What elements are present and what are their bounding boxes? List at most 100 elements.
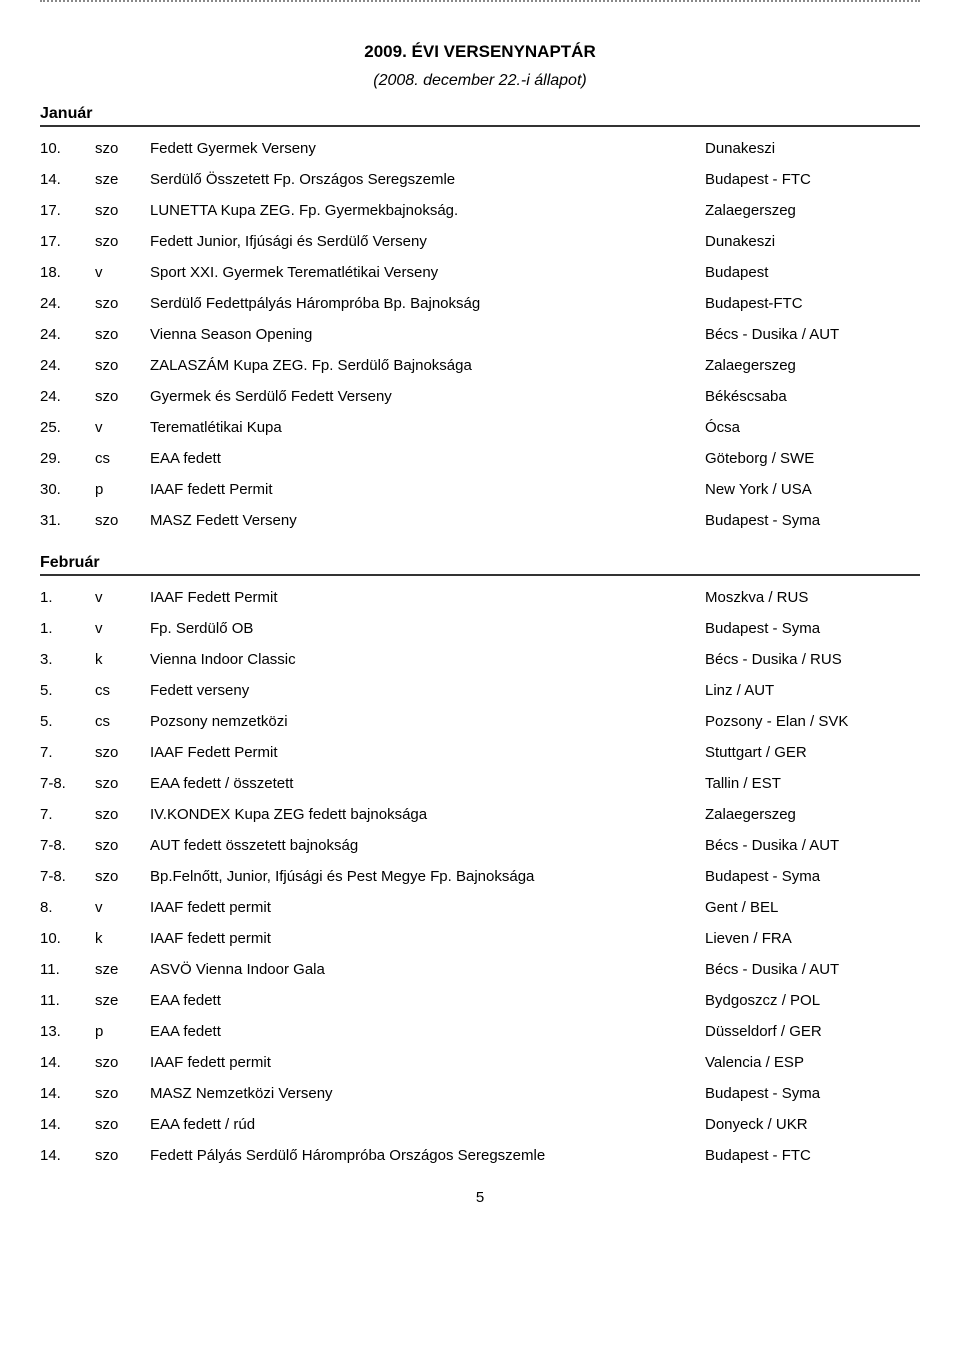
event-date: 17.	[40, 226, 95, 257]
event-description: Bp.Felnőtt, Junior, Ifjúsági és Pest Meg…	[150, 861, 705, 892]
event-location: Göteborg / SWE	[705, 443, 920, 474]
event-description: Fedett Junior, Ifjúsági és Serdülő Verse…	[150, 226, 705, 257]
event-location: Budapest - Syma	[705, 505, 920, 536]
event-date: 7-8.	[40, 861, 95, 892]
event-location: Békéscsaba	[705, 381, 920, 412]
event-date: 5.	[40, 706, 95, 737]
event-location: Düsseldorf / GER	[705, 1016, 920, 1047]
months-container: Január10.szoFedett Gyermek VersenyDunake…	[40, 105, 920, 1171]
event-description: Fp. Serdülő OB	[150, 613, 705, 644]
table-row: 14.szoMASZ Nemzetközi VersenyBudapest - …	[40, 1078, 920, 1109]
event-day: szo	[95, 350, 150, 381]
event-date: 17.	[40, 195, 95, 226]
event-date: 29.	[40, 443, 95, 474]
event-location: Zalaegerszeg	[705, 195, 920, 226]
event-description: EAA fedett	[150, 985, 705, 1016]
event-description: Pozsony nemzetközi	[150, 706, 705, 737]
event-description: Terematlétikai Kupa	[150, 412, 705, 443]
table-row: 24.szoSerdülő Fedettpályás Hárompróba Bp…	[40, 288, 920, 319]
event-description: AUT fedett összetett bajnokság	[150, 830, 705, 861]
event-date: 11.	[40, 985, 95, 1016]
event-date: 10.	[40, 133, 95, 164]
event-description: EAA fedett / összetett	[150, 768, 705, 799]
event-description: LUNETTA Kupa ZEG. Fp. Gyermekbajnokság.	[150, 195, 705, 226]
table-row: 24.szoVienna Season OpeningBécs - Dusika…	[40, 319, 920, 350]
event-location: Budapest - Syma	[705, 861, 920, 892]
event-description: ASVÖ Vienna Indoor Gala	[150, 954, 705, 985]
event-date: 24.	[40, 350, 95, 381]
event-location: New York / USA	[705, 474, 920, 505]
table-row: 29.csEAA fedettGöteborg / SWE	[40, 443, 920, 474]
event-description: MASZ Nemzetközi Verseny	[150, 1078, 705, 1109]
table-row: 3.kVienna Indoor ClassicBécs - Dusika / …	[40, 644, 920, 675]
event-date: 8.	[40, 892, 95, 923]
event-location: Valencia / ESP	[705, 1047, 920, 1078]
main-title: 2009. ÉVI VERSENYNAPTÁR	[40, 42, 920, 62]
event-description: IAAF fedett permit	[150, 1047, 705, 1078]
event-description: Serdülő Fedettpályás Hárompróba Bp. Bajn…	[150, 288, 705, 319]
event-date: 10.	[40, 923, 95, 954]
event-day: szo	[95, 381, 150, 412]
event-description: Fedett verseny	[150, 675, 705, 706]
event-description: EAA fedett	[150, 443, 705, 474]
event-location: Stuttgart / GER	[705, 737, 920, 768]
table-row: 7-8.szoEAA fedett / összetettTallin / ES…	[40, 768, 920, 799]
table-row: 10.kIAAF fedett permitLieven / FRA	[40, 923, 920, 954]
event-date: 11.	[40, 954, 95, 985]
event-day: v	[95, 582, 150, 613]
event-date: 7.	[40, 737, 95, 768]
event-location: Budapest - FTC	[705, 164, 920, 195]
event-description: Fedett Pályás Serdülő Hárompróba Országo…	[150, 1140, 705, 1171]
event-date: 5.	[40, 675, 95, 706]
event-day: szo	[95, 737, 150, 768]
event-day: szo	[95, 195, 150, 226]
event-day: sze	[95, 954, 150, 985]
event-date: 30.	[40, 474, 95, 505]
event-location: Dunakeszi	[705, 133, 920, 164]
event-date: 14.	[40, 1078, 95, 1109]
subtitle: (2008. december 22.-i állapot)	[40, 72, 920, 90]
event-date: 7.	[40, 799, 95, 830]
page-number: 5	[40, 1189, 920, 1206]
table-row: 11.szeASVÖ Vienna Indoor GalaBécs - Dusi…	[40, 954, 920, 985]
table-row: 14.szoIAAF fedett permitValencia / ESP	[40, 1047, 920, 1078]
table-row: 24.szoZALASZÁM Kupa ZEG. Fp. Serdülő Baj…	[40, 350, 920, 381]
event-description: IAAF fedett permit	[150, 892, 705, 923]
event-location: Pozsony - Elan / SVK	[705, 706, 920, 737]
event-description: ZALASZÁM Kupa ZEG. Fp. Serdülő Bajnokság…	[150, 350, 705, 381]
event-day: szo	[95, 768, 150, 799]
table-row: 17.szoFedett Junior, Ifjúsági és Serdülő…	[40, 226, 920, 257]
event-day: szo	[95, 226, 150, 257]
table-row: 5.csFedett versenyLinz / AUT	[40, 675, 920, 706]
table-row: 17.szoLUNETTA Kupa ZEG. Fp. Gyermekbajno…	[40, 195, 920, 226]
event-location: Moszkva / RUS	[705, 582, 920, 613]
event-description: Sport XXI. Gyermek Terematlétikai Versen…	[150, 257, 705, 288]
event-day: cs	[95, 706, 150, 737]
table-row: 25.vTerematlétikai KupaÓcsa	[40, 412, 920, 443]
event-date: 31.	[40, 505, 95, 536]
event-day: szo	[95, 1047, 150, 1078]
table-row: 18.vSport XXI. Gyermek Terematlétikai Ve…	[40, 257, 920, 288]
table-row: 7.szoIAAF Fedett PermitStuttgart / GER	[40, 737, 920, 768]
event-date: 14.	[40, 164, 95, 195]
event-day: szo	[95, 288, 150, 319]
event-day: szo	[95, 799, 150, 830]
event-day: szo	[95, 505, 150, 536]
event-table: 1.vIAAF Fedett PermitMoszkva / RUS1.vFp.…	[40, 582, 920, 1171]
event-location: Budapest - Syma	[705, 613, 920, 644]
event-location: Ócsa	[705, 412, 920, 443]
event-date: 7-8.	[40, 830, 95, 861]
table-row: 14.szoEAA fedett / rúdDonyeck / UKR	[40, 1109, 920, 1140]
event-description: Gyermek és Serdülő Fedett Verseny	[150, 381, 705, 412]
event-date: 1.	[40, 582, 95, 613]
table-row: 30.pIAAF fedett PermitNew York / USA	[40, 474, 920, 505]
event-location: Bécs - Dusika / AUT	[705, 319, 920, 350]
table-row: 14.szeSerdülő Összetett Fp. Országos Ser…	[40, 164, 920, 195]
event-location: Donyeck / UKR	[705, 1109, 920, 1140]
event-day: szo	[95, 1109, 150, 1140]
event-date: 1.	[40, 613, 95, 644]
event-location: Budapest-FTC	[705, 288, 920, 319]
event-date: 3.	[40, 644, 95, 675]
event-day: k	[95, 923, 150, 954]
event-description: IAAF fedett Permit	[150, 474, 705, 505]
